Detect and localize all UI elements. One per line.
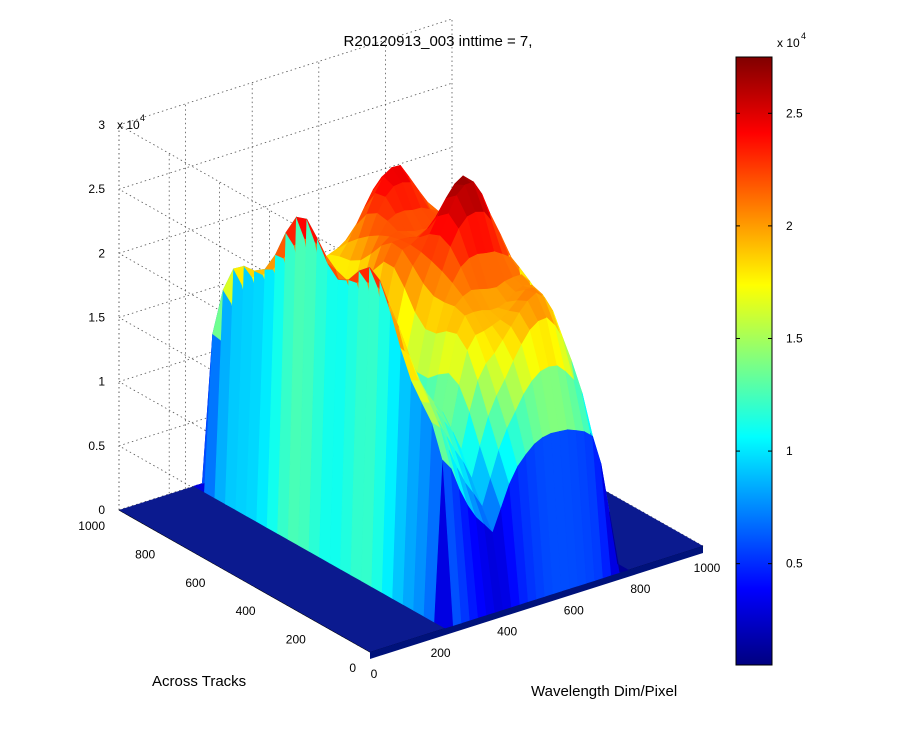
colorbar-exponent: 4	[801, 31, 806, 41]
grid-line	[118, 18, 453, 126]
z-tick-label: 1.5	[88, 311, 105, 325]
y-tick-label: 600	[185, 576, 205, 590]
y-axis-label: Across Tracks	[152, 673, 246, 690]
x-tick-label: 1000	[694, 561, 721, 575]
colorbar-tick-label: 1	[786, 444, 793, 458]
x-tick-label: 600	[564, 603, 584, 617]
y-tick-label: 200	[286, 633, 306, 647]
z-tick-label: 3	[98, 118, 105, 132]
z-axis-multiplier: x 10	[117, 118, 140, 132]
colorbar-ticks: 0.5 1 1.5 2 2.5	[736, 106, 803, 571]
x-tick-labels: 0 200 400 600 800 1000	[371, 561, 721, 681]
chart-title: R20120913_003 inttime = 7,	[344, 33, 533, 50]
colorbar-tick-label: 2.5	[786, 106, 803, 120]
y-tick-label: 400	[236, 604, 256, 618]
colorbar	[735, 56, 773, 666]
colorbar-multiplier: x 10	[777, 36, 800, 50]
colorbar-tick-label: 1.5	[786, 331, 803, 345]
x-tick-label: 400	[497, 625, 517, 639]
surface-mesh	[193, 165, 629, 629]
z-tick-label: 2	[98, 246, 105, 260]
surface-patch	[609, 511, 629, 573]
colorbar-tick-label: 2	[786, 219, 793, 233]
x-tick-label: 800	[630, 582, 650, 596]
colorbar-tick-label: 0.5	[786, 557, 803, 571]
y-tick-label: 1000	[78, 519, 105, 533]
x-tick-label: 0	[371, 667, 378, 681]
grid-line	[118, 188, 371, 332]
z-tick-label: 1	[98, 375, 105, 389]
floor-edge	[370, 546, 703, 659]
x-axis-label: Wavelength Dim/Pixel	[531, 683, 677, 700]
z-axis-exponent: 4	[140, 113, 145, 123]
y-tick-labels: 0 200 400 600 800 1000	[78, 519, 356, 675]
y-tick-label: 0	[349, 661, 356, 675]
z-tick-label: 0.5	[88, 439, 105, 453]
y-tick-label: 800	[135, 547, 155, 561]
grid-line	[118, 124, 371, 268]
x-tick-label: 200	[431, 646, 451, 660]
z-tick-labels: 0 0.5 1 1.5 2 2.5 3	[88, 118, 105, 517]
z-tick-label: 0	[98, 503, 105, 517]
z-tick-label: 2.5	[88, 182, 105, 196]
